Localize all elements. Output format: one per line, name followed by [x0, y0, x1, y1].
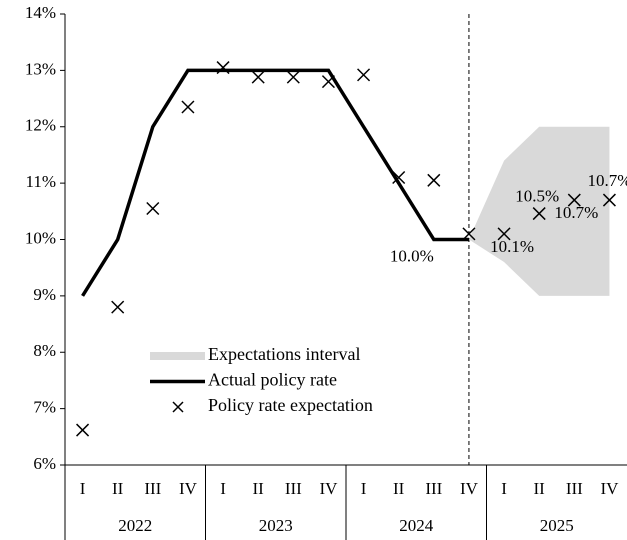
x-tick-label: I [361, 479, 367, 498]
value-label: 10.7% [554, 203, 598, 222]
x-tick-label: III [144, 479, 161, 498]
legend-label: Expectations interval [208, 344, 360, 364]
value-label: 10.5% [515, 186, 559, 205]
expectation-marker [462, 227, 476, 241]
expectation-marker [76, 423, 90, 437]
legend-label: Actual policy rate [208, 370, 337, 390]
value-label: 10.1% [490, 237, 534, 256]
x-group-label: 2024 [399, 516, 434, 535]
expectation-marker [321, 75, 335, 89]
expectation-marker [392, 170, 406, 185]
value-label: 10.7% [587, 171, 627, 190]
expectation-marker [181, 100, 195, 114]
expectation-marker [286, 70, 300, 84]
x-tick-label: I [220, 479, 226, 498]
expectation-marker [602, 193, 616, 207]
x-tick-label: IV [460, 479, 479, 498]
y-tick-label: 13% [25, 59, 56, 78]
y-tick-label: 12% [25, 116, 56, 135]
expectation-marker [567, 193, 581, 207]
x-group-label: 2022 [118, 516, 152, 535]
x-tick-label: II [393, 479, 405, 498]
y-tick-label: 8% [33, 341, 56, 360]
x-tick-label: IV [600, 479, 619, 498]
interval-area [468, 126, 610, 296]
x-group-label: 2023 [259, 516, 293, 535]
x-tick-label: IV [319, 479, 338, 498]
x-tick-label: II [112, 479, 124, 498]
x-tick-label: III [425, 479, 442, 498]
x-tick-label: II [534, 479, 546, 498]
x-group-label: 2025 [540, 516, 574, 535]
expectation-marker [251, 70, 265, 84]
y-tick-label: 10% [25, 228, 56, 247]
legend-swatch [172, 401, 184, 413]
x-tick-label: III [566, 479, 583, 498]
y-tick-label: 6% [33, 454, 56, 473]
expectation-marker [111, 300, 125, 314]
x-tick-label: IV [179, 479, 198, 498]
expectation-marker [357, 68, 371, 82]
expectation-marker [427, 173, 441, 187]
legend-label: Policy rate expectation [208, 395, 373, 415]
y-tick-label: 9% [33, 285, 56, 304]
expectation-marker [146, 201, 160, 216]
expectation-marker [216, 61, 230, 75]
policy-line [81, 68, 469, 297]
expectation-marker [532, 207, 546, 221]
x-tick-label: I [80, 479, 86, 498]
y-tick-label: 11% [25, 172, 56, 191]
x-tick-label: I [501, 479, 507, 498]
x-tick-label: III [285, 479, 302, 498]
value-label: 10.0% [390, 246, 434, 265]
y-tick-label: 7% [33, 398, 56, 417]
expectation-marker [497, 227, 511, 241]
x-tick-label: II [253, 479, 265, 498]
y-tick-label: 14% [25, 3, 56, 22]
